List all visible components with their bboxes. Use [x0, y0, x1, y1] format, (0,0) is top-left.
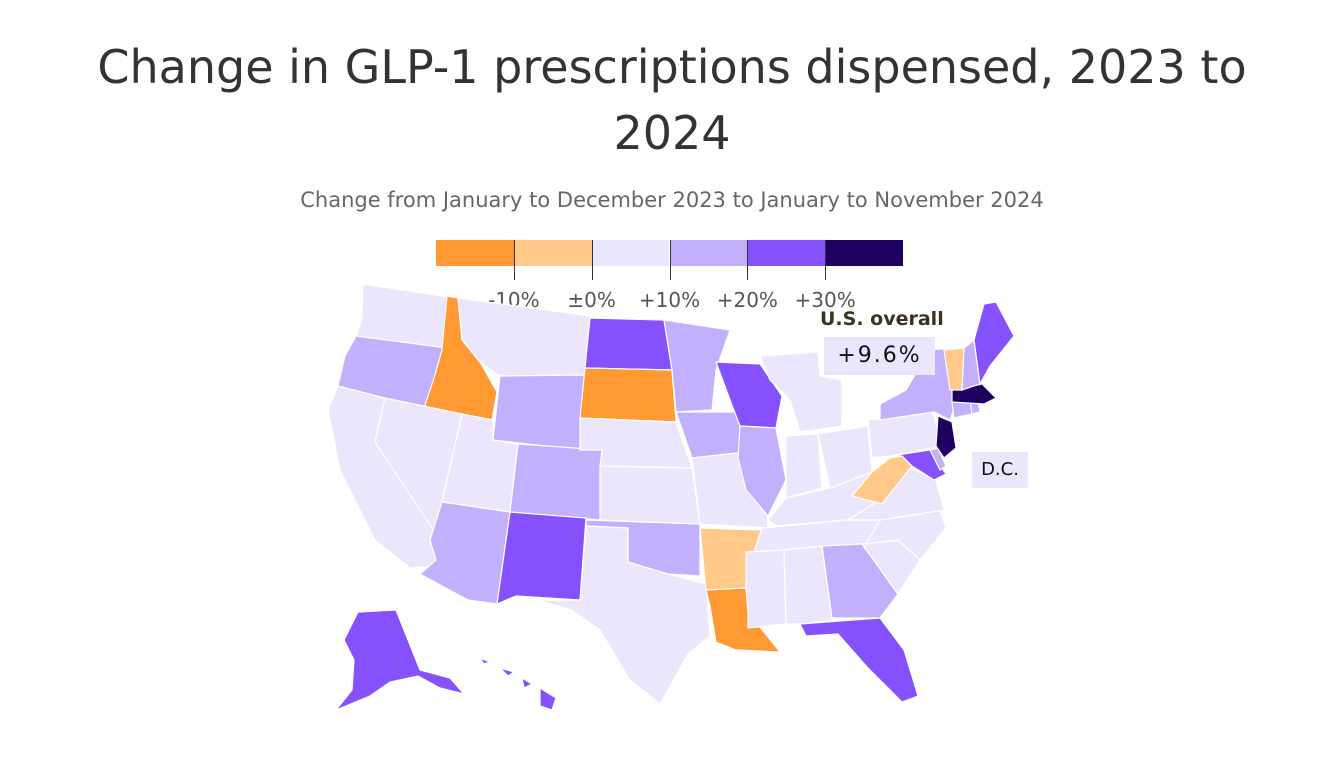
state-NJ[interactable] — [935, 415, 957, 459]
us-overall-value: +9.6% — [824, 337, 935, 375]
legend-tick-label-4: +20% — [716, 288, 778, 312]
us-overall-label: U.S. overall — [820, 308, 944, 330]
legend-tick-3 — [669, 240, 671, 280]
legend-swatch-5 — [747, 240, 826, 266]
legend-swatch-1 — [436, 240, 514, 266]
state-MN[interactable] — [663, 319, 731, 413]
map-title: Change in GLP-1 prescriptions dispensed,… — [97, 40, 1247, 160]
state-NM[interactable] — [496, 511, 587, 605]
state-DE[interactable] — [929, 447, 947, 471]
state-CO[interactable] — [509, 443, 605, 521]
legend-tick-1 — [513, 240, 515, 280]
legend-tick-5 — [825, 240, 827, 280]
state-WY[interactable] — [492, 374, 586, 451]
state-ND[interactable] — [584, 317, 673, 371]
legend-tick-label-5: +30% — [794, 288, 856, 312]
state-GA[interactable] — [821, 543, 899, 619]
state-IL[interactable] — [737, 425, 787, 518]
legend-swatch-4 — [669, 240, 748, 266]
legend-tick-label-2: ±0% — [567, 288, 616, 312]
legend-swatch-2 — [513, 240, 592, 266]
state-HI[interactable] — [478, 656, 557, 711]
state-FL[interactable] — [799, 617, 919, 703]
state-TX[interactable] — [535, 525, 711, 705]
state-AK[interactable] — [334, 609, 466, 712]
legend-tick-label-3: +10% — [638, 288, 701, 312]
legend-swatch-6 — [825, 240, 903, 266]
legend-tick-4 — [747, 240, 749, 280]
state-ME[interactable] — [973, 301, 1015, 386]
state-MS[interactable] — [745, 549, 787, 629]
color-legend: -10% ±0% +10% +20% +30% — [436, 240, 903, 316]
legend-swatch-3 — [591, 240, 670, 266]
state-IN[interactable] — [785, 433, 823, 499]
state-AL[interactable] — [783, 545, 833, 625]
us-state-map — [327, 283, 1015, 712]
state-MI[interactable] — [759, 351, 843, 433]
state-SD[interactable] — [579, 367, 677, 423]
dc-label[interactable]: D.C. — [972, 452, 1028, 488]
legend-tick-2 — [591, 240, 593, 280]
state-KS[interactable] — [599, 465, 701, 525]
map-subtitle: Change from January to December 2023 to … — [300, 188, 1044, 212]
